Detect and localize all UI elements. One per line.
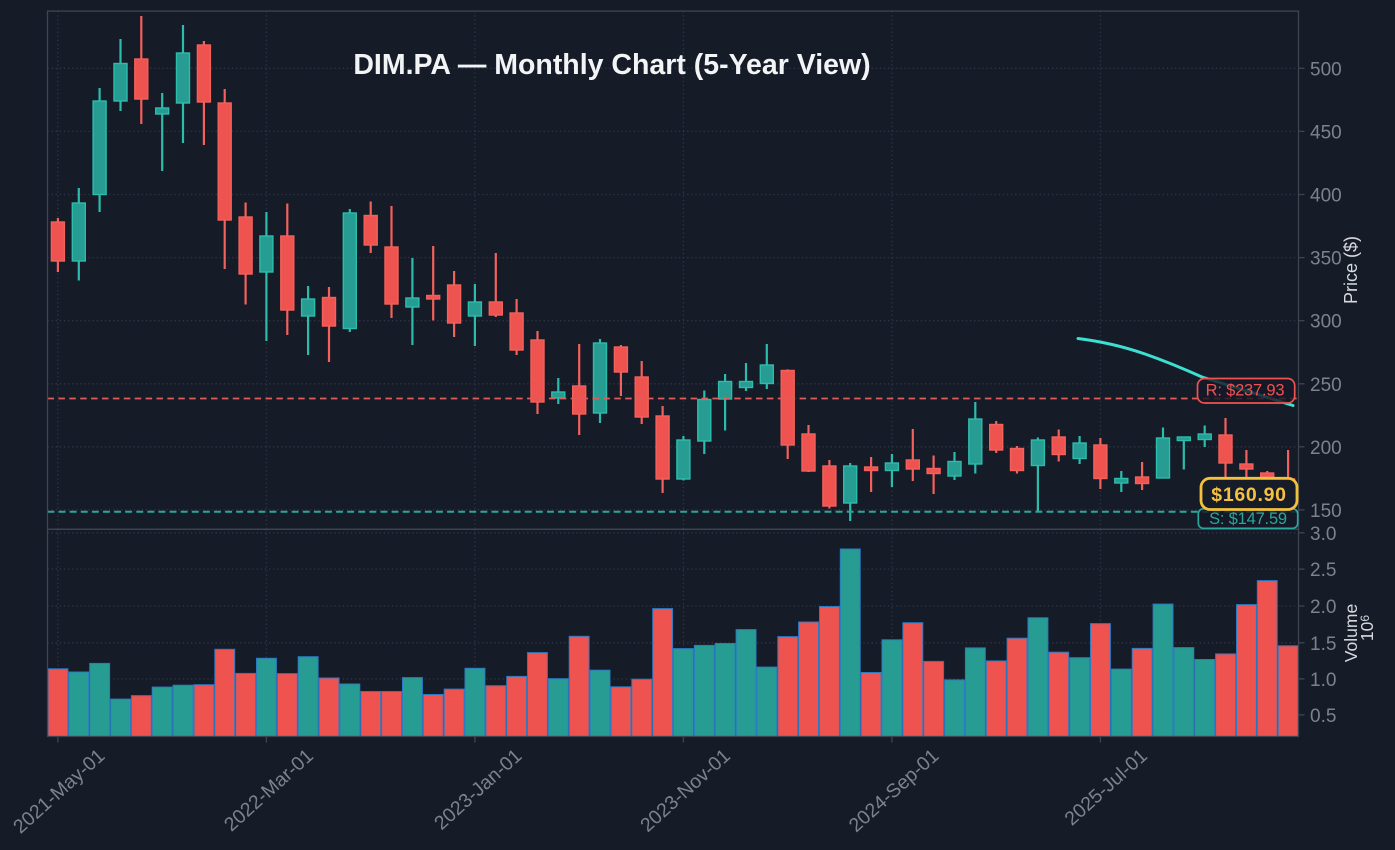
svg-text:250: 250 — [1310, 375, 1342, 396]
svg-text:300: 300 — [1310, 312, 1342, 333]
svg-text:2.0: 2.0 — [1310, 597, 1336, 618]
svg-text:200: 200 — [1310, 438, 1342, 459]
svg-text:450: 450 — [1310, 122, 1342, 143]
svg-text:150: 150 — [1310, 501, 1342, 522]
svg-text:3.0: 3.0 — [1310, 524, 1336, 545]
svg-text:Price ($): Price ($) — [1341, 236, 1361, 304]
svg-text:350: 350 — [1310, 249, 1342, 270]
svg-text:2.5: 2.5 — [1310, 560, 1336, 581]
svg-text:Volume: Volume — [1341, 604, 1361, 662]
svg-text:0.5: 0.5 — [1310, 706, 1336, 727]
svg-text:R: $237.93: R: $237.93 — [1206, 382, 1285, 400]
svg-text:S: $147.59: S: $147.59 — [1209, 510, 1287, 528]
svg-text:500: 500 — [1310, 59, 1342, 80]
svg-text:DIM.PA — Monthly Chart (5-Year: DIM.PA — Monthly Chart (5-Year View) — [353, 49, 870, 81]
svg-text:400: 400 — [1310, 186, 1342, 207]
svg-text:106: 106 — [1357, 615, 1377, 641]
svg-text:1.0: 1.0 — [1310, 670, 1336, 691]
svg-text:$160.90: $160.90 — [1211, 484, 1286, 506]
svg-text:1.5: 1.5 — [1310, 634, 1336, 655]
